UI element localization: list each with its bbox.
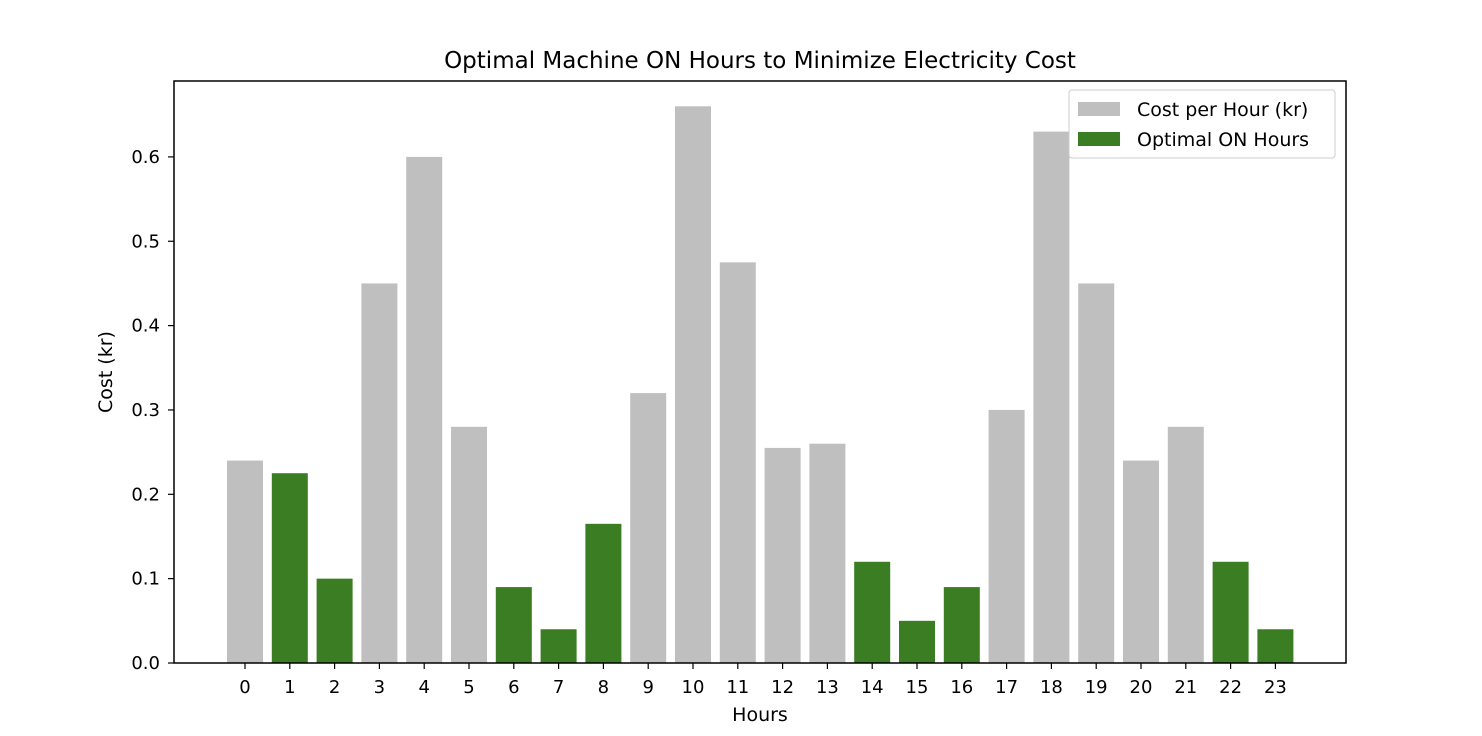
x-tick-label: 13 (816, 677, 839, 698)
cost-bar-hour-12 (764, 447, 801, 663)
cost-bar-hour-20 (1123, 460, 1159, 663)
x-tick-label: 20 (1130, 677, 1153, 698)
x-tick-label: 17 (995, 677, 1018, 698)
legend-label: Cost per Hour (kr) (1137, 99, 1308, 121)
x-tick-label: 11 (726, 677, 749, 698)
y-axis-label: Cost (kr) (95, 331, 117, 413)
on-hour-bar-hour-8 (585, 523, 622, 663)
x-axis-label: Hours (732, 704, 788, 726)
legend-swatch (1078, 132, 1120, 146)
legend: Cost per Hour (kr) Optimal ON Hours (1068, 89, 1336, 159)
x-tick-label: 10 (682, 677, 705, 698)
y-tick-label: 0.2 (131, 484, 160, 505)
cost-bar-hour-18 (1033, 131, 1070, 663)
y-tick-label: 0.6 (131, 147, 160, 168)
y-tick-label: 0.0 (131, 653, 160, 674)
x-tick-label: 18 (1040, 677, 1063, 698)
x-axis: 0 1 2 3 4 5 6 7 8 9 10 11 12 13 14 15 16 17 18 19 20 21 22 23 (239, 663, 1287, 698)
cost-bar-hour-13 (809, 443, 846, 663)
on-hour-bar-hour-2 (316, 578, 353, 663)
on-hour-bar-hour-7 (540, 629, 577, 663)
x-tick-label: 23 (1264, 677, 1287, 698)
cost-bar-hour-10 (675, 106, 711, 664)
cost-bar-hour-4 (406, 156, 443, 664)
x-tick-label: 0 (239, 677, 250, 698)
x-tick-label: 8 (598, 677, 609, 698)
on-hour-bar-hour-15 (899, 620, 935, 663)
x-tick-label: 21 (1174, 677, 1197, 698)
x-tick-label: 15 (906, 677, 929, 698)
on-hour-bar-hour-14 (854, 561, 891, 663)
y-axis: 0.0 0.1 0.2 0.3 0.4 0.5 0.6 (131, 147, 174, 674)
legend-label: Optimal ON Hours (1137, 129, 1309, 151)
x-tick-label: 5 (463, 677, 474, 698)
bars-group (227, 106, 1294, 664)
x-tick-label: 2 (329, 677, 340, 698)
legend-box (1068, 89, 1336, 159)
legend-swatch (1078, 102, 1120, 116)
x-tick-label: 22 (1219, 677, 1242, 698)
y-tick-label: 0.1 (131, 569, 160, 590)
x-tick-label: 19 (1085, 677, 1108, 698)
on-hour-bar-hour-23 (1257, 629, 1294, 663)
cost-bar-hour-19 (1078, 283, 1115, 663)
x-tick-label: 1 (284, 677, 295, 698)
x-tick-label: 4 (418, 677, 429, 698)
x-tick-label: 14 (861, 677, 884, 698)
x-tick-label: 7 (553, 677, 564, 698)
x-tick-label: 3 (374, 677, 385, 698)
x-tick-label: 6 (508, 677, 519, 698)
x-tick-label: 9 (642, 677, 653, 698)
on-hour-bar-hour-6 (495, 587, 532, 663)
on-hour-bar-hour-22 (1212, 561, 1249, 663)
x-tick-label: 16 (950, 677, 973, 698)
cost-bar-hour-9 (630, 393, 667, 663)
plot-frame (173, 80, 1347, 664)
x-tick-label: 12 (771, 677, 794, 698)
y-tick-label: 0.4 (131, 316, 160, 337)
cost-bar-hour-3 (361, 283, 398, 663)
y-tick-label: 0.5 (131, 231, 160, 252)
cost-bar-hour-11 (719, 262, 756, 663)
cost-bar-hour-5 (451, 426, 487, 663)
on-hour-bar-hour-16 (943, 587, 980, 663)
on-hour-bar-hour-1 (271, 473, 308, 663)
cost-bar-hour-21 (1167, 426, 1204, 663)
chart-title: Optimal Machine ON Hours to Minimize Ele… (444, 48, 1076, 74)
y-tick-label: 0.3 (131, 400, 160, 421)
cost-bar-hour-0 (227, 460, 263, 663)
cost-bar-hour-17 (988, 409, 1025, 663)
